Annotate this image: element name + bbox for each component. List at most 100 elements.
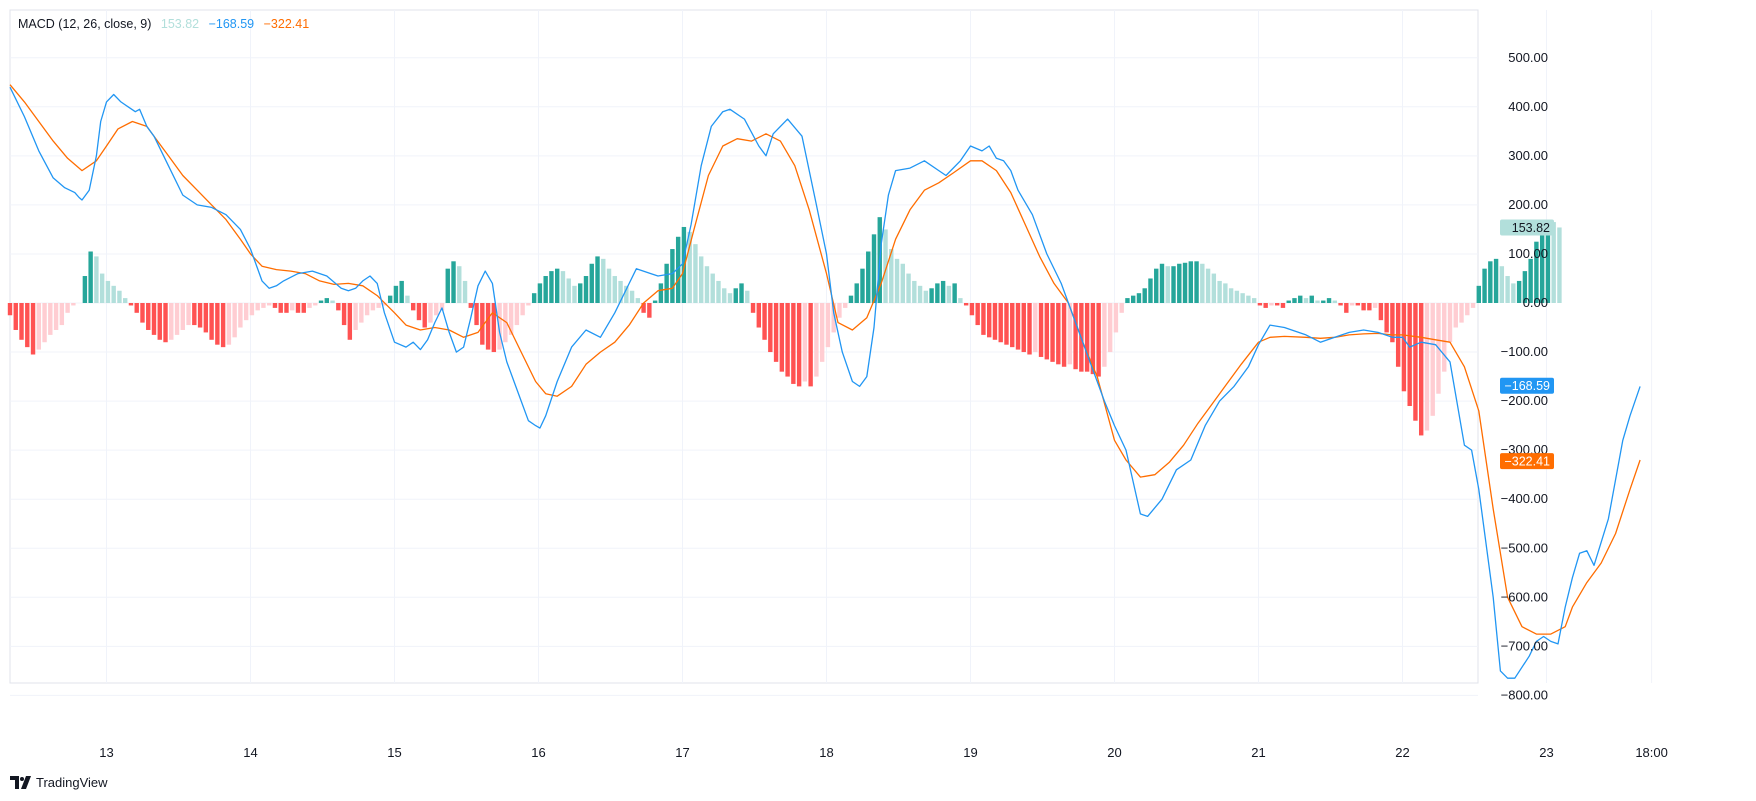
histogram-bar xyxy=(819,303,825,362)
histogram-bar xyxy=(1332,300,1337,303)
histogram-bar xyxy=(1004,303,1009,345)
legend-macd-value: −168.59 xyxy=(208,17,255,31)
histogram-bar xyxy=(1372,303,1378,308)
histogram-bar xyxy=(1246,295,1251,303)
histogram-bar xyxy=(572,285,577,303)
histogram-bar xyxy=(485,303,491,350)
histogram-bar xyxy=(900,263,905,303)
histogram-bar xyxy=(1182,262,1188,303)
histogram-bar xyxy=(376,303,381,308)
histogram-bar xyxy=(768,303,773,353)
histogram-bar xyxy=(1165,266,1170,303)
histogram-bar xyxy=(1551,222,1556,303)
histogram-bar xyxy=(457,266,462,303)
histogram-bar xyxy=(1516,280,1522,303)
x-tick-label: 23 xyxy=(1539,745,1553,760)
histogram-bar xyxy=(514,303,520,326)
histogram-bar xyxy=(883,229,888,303)
histogram-bar xyxy=(912,280,917,303)
y-tick-label: −700.00 xyxy=(1501,638,1548,653)
histogram-bar xyxy=(699,256,704,303)
histogram-bar xyxy=(1223,283,1228,303)
histogram-bar xyxy=(1038,303,1044,357)
histogram-bar xyxy=(791,303,796,384)
y-tick-label: 300.00 xyxy=(1508,148,1548,163)
histogram-bar xyxy=(1326,298,1332,303)
histogram-bar xyxy=(508,303,514,335)
histogram-bar xyxy=(1200,263,1205,303)
histogram-bar xyxy=(7,303,13,316)
histogram-bar xyxy=(451,261,456,303)
histogram-bar xyxy=(203,303,209,333)
histogram-bar xyxy=(958,298,963,303)
histogram-bar xyxy=(1338,303,1343,306)
histogram-bar xyxy=(802,303,808,382)
time-axis[interactable]: 13 14 15 16 17 18 19 20 21 22 23 18:00 xyxy=(99,745,1668,760)
histogram-bar xyxy=(197,303,203,328)
histogram-bar xyxy=(1033,303,1038,353)
histogram-bar xyxy=(99,273,105,303)
histogram-bar xyxy=(295,303,301,313)
histogram-bar xyxy=(353,303,358,330)
histogram-bar xyxy=(716,280,721,303)
histogram-bar xyxy=(1522,271,1528,303)
tradingview-logo-icon xyxy=(10,775,31,789)
histogram-bar xyxy=(59,303,65,326)
histogram-bar xyxy=(1315,300,1320,303)
histogram-bar xyxy=(1159,263,1165,303)
histogram-bar xyxy=(1511,283,1516,303)
histogram-bar xyxy=(992,303,998,340)
histogram-bar xyxy=(140,303,145,323)
legend-title: MACD (12, 26, close, 9) xyxy=(18,17,152,31)
x-tick-label: 21 xyxy=(1251,745,1265,760)
histogram-bar xyxy=(618,280,623,303)
histogram-bar xyxy=(745,290,750,303)
histogram-bar xyxy=(1107,303,1113,353)
histogram-bar xyxy=(174,303,180,335)
x-tick-label: 14 xyxy=(243,745,257,760)
histogram-bar xyxy=(1257,303,1263,306)
indicator-legend[interactable]: MACD (12, 26, close, 9) 153.82 −168.59 −… xyxy=(18,17,315,31)
histogram-bar xyxy=(1344,303,1349,313)
histogram-bar xyxy=(670,249,675,303)
histogram-bar xyxy=(307,303,312,308)
histogram-bar xyxy=(411,303,416,311)
histogram-bar xyxy=(693,244,698,303)
histogram-bar xyxy=(123,298,128,303)
histogram-bar xyxy=(860,268,865,303)
tradingview-logo[interactable]: TradingView xyxy=(10,775,108,790)
histogram-bar xyxy=(53,303,59,330)
macd-line xyxy=(9,86,1641,679)
histogram-bar xyxy=(987,303,992,338)
histogram-bar xyxy=(1280,303,1286,308)
histogram-bar xyxy=(1303,298,1309,303)
histogram-bar xyxy=(341,303,347,326)
histogram-bar xyxy=(1263,303,1268,308)
histogram-bar xyxy=(935,283,940,303)
histogram-bar xyxy=(1205,268,1211,303)
histogram-bar xyxy=(1056,303,1061,365)
x-tick-label: 22 xyxy=(1395,745,1409,760)
signal-line-series xyxy=(9,84,1641,635)
histogram-bar xyxy=(624,285,629,303)
histogram-bar xyxy=(549,271,554,303)
histogram-bar xyxy=(1407,303,1412,407)
histogram-bar xyxy=(255,303,260,311)
histogram-bar xyxy=(1171,266,1176,303)
histogram-bar xyxy=(1424,303,1430,431)
price-axis[interactable]: 500.00 400.00 300.00 200.00 100.00 0.00 −100.0… xyxy=(1501,50,1548,703)
histogram-bar xyxy=(589,263,594,303)
histogram-bar xyxy=(468,303,473,308)
histogram-bar xyxy=(117,290,122,303)
histogram-bar xyxy=(393,285,399,303)
brand-name: TradingView xyxy=(36,775,108,790)
histogram-bar xyxy=(284,303,289,313)
histogram-bar xyxy=(1269,303,1274,306)
x-tick-label: 17 xyxy=(675,745,689,760)
y-tick-label: −100.00 xyxy=(1501,344,1548,359)
x-tick-label: 18:00 xyxy=(1635,745,1668,760)
histogram-bar xyxy=(25,303,30,348)
legend-histogram-value: 153.82 xyxy=(160,17,200,31)
histogram-bar xyxy=(1275,303,1280,306)
